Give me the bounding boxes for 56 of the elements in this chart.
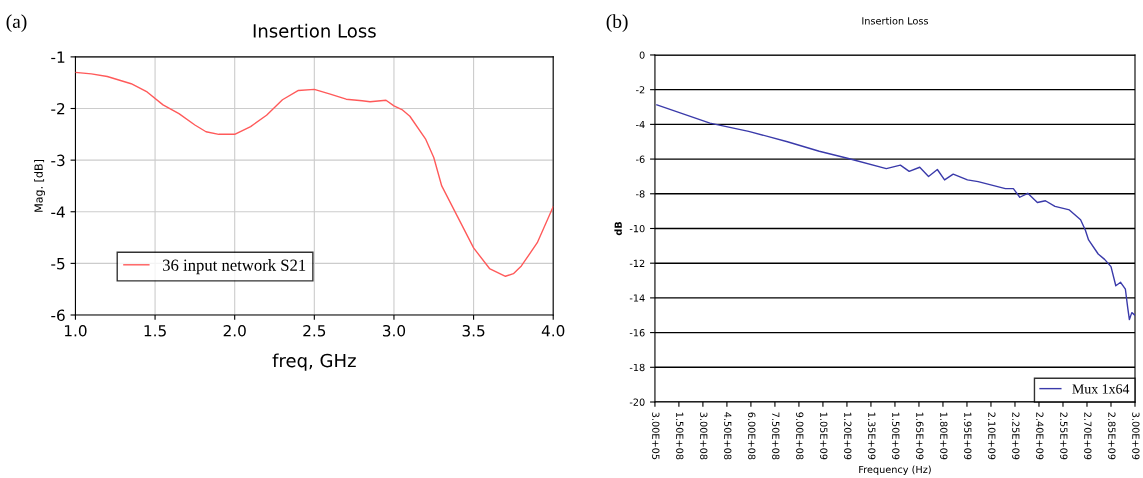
x-tick-label: 4.50E+08 <box>724 412 732 460</box>
x-tick-label: 9.00E+08 <box>796 412 804 460</box>
x-tick-label: 3.0 <box>382 324 406 337</box>
y-tick-label: -18 <box>629 363 645 372</box>
x-tick-label: 1.05E+09 <box>820 412 828 460</box>
x-tick-label: 2.25E+09 <box>1012 412 1020 460</box>
x-tick-label: 1.50E+09 <box>892 412 900 460</box>
y-tick-label: -20 <box>629 398 645 406</box>
x-tick-label: 2.10E+09 <box>988 412 996 460</box>
legend-label: 36 input network S21 <box>163 259 306 275</box>
y-tick-label: -6 <box>636 155 645 163</box>
y-tick-label: -4 <box>636 120 645 129</box>
y-axis-title: Mag. [dB] <box>34 159 45 212</box>
x-tick-label: 6.00E+08 <box>748 412 756 460</box>
x-tick-label: 1.50E+08 <box>676 412 684 460</box>
x-tick-label: 2.5 <box>303 324 326 337</box>
chart-title: Insertion Loss <box>253 23 376 38</box>
x-axis-title: Frequency (Hz) <box>859 465 931 475</box>
text: (a) <box>6 14 27 32</box>
y-tick-label: -3 <box>51 154 65 167</box>
y-tick-label: -14 <box>629 294 645 302</box>
y-tick-label: -2 <box>636 86 645 94</box>
text: (b) <box>606 14 628 32</box>
legend-label: Mux 1x64 <box>1072 384 1130 394</box>
x-tick-label: 1.35E+09 <box>868 412 876 460</box>
y-tick-label: -8 <box>636 190 645 198</box>
x-tick-label: 1.20E+09 <box>844 412 852 460</box>
x-tick-label: 1.0 <box>64 324 87 337</box>
x-tick-label: 2.40E+09 <box>1036 412 1044 460</box>
chart-title: Insertion Loss <box>862 17 929 25</box>
y-tick-label: -6 <box>51 309 65 322</box>
x-tick-label: 1.5 <box>144 325 166 337</box>
y-tick-label: -10 <box>629 224 645 233</box>
y-tick-label: -4 <box>51 206 65 218</box>
y-tick-label: -5 <box>51 258 65 270</box>
x-tick-label: 1.65E+09 <box>916 412 924 460</box>
y-tick-label: -12 <box>629 259 645 267</box>
y-tick-label: -16 <box>629 329 645 337</box>
y-tick-label: -2 <box>51 102 65 115</box>
x-tick-label: 3.00E+05 <box>652 412 660 460</box>
x-tick-label: 2.55E+09 <box>1060 412 1068 460</box>
x-tick-label: 1.80E+09 <box>940 412 948 460</box>
x-tick-label: 2.70E+09 <box>1084 412 1092 460</box>
line-series <box>75 71 554 277</box>
x-tick-label: 3.00E+09 <box>1132 412 1140 460</box>
y-axis-title: dB <box>614 221 622 236</box>
x-tick-label: 4.0 <box>541 324 565 337</box>
x-tick-label: 1.95E+09 <box>964 412 972 460</box>
x-tick-label: 3.00E+08 <box>700 412 708 460</box>
x-tick-label: 3.5 <box>462 324 485 337</box>
x-tick-label: 2.85E+09 <box>1108 412 1116 460</box>
y-tick-label: 0 <box>639 51 645 59</box>
x-tick-label: 7.50E+08 <box>772 412 780 460</box>
x-axis-title: freq, GHz <box>272 353 356 371</box>
x-tick-label: 2.0 <box>223 324 246 337</box>
y-tick-label: -1 <box>51 51 65 63</box>
